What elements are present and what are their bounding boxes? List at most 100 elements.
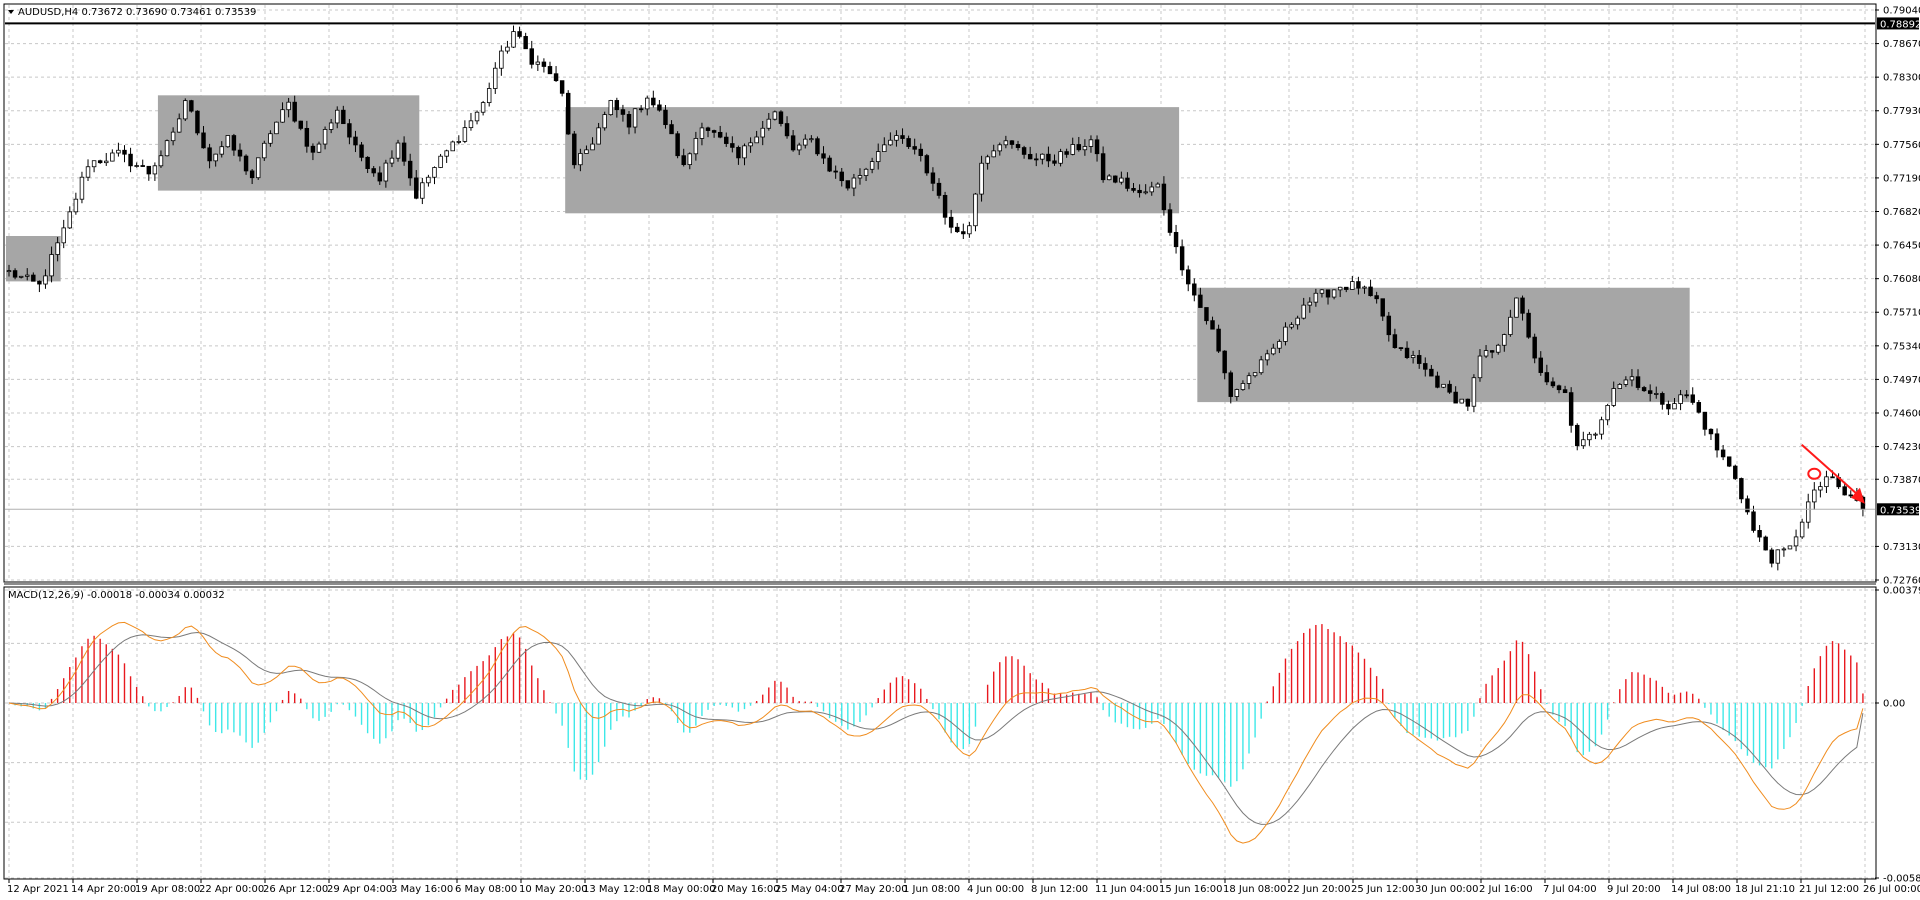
candle-body xyxy=(529,48,534,65)
candle-body xyxy=(1787,545,1793,550)
candle-body xyxy=(1471,377,1477,407)
x-tick-label: 12 Apr 2021 xyxy=(7,884,69,895)
candle-body xyxy=(189,100,194,112)
candle-body xyxy=(809,138,814,141)
candle-body xyxy=(438,155,443,168)
candle-body xyxy=(6,270,12,273)
candle-body xyxy=(1356,281,1361,289)
candle-body xyxy=(1240,383,1246,390)
candle-body xyxy=(845,180,851,189)
candle-body xyxy=(869,161,875,170)
candle-body xyxy=(414,177,419,199)
candle-body xyxy=(462,127,468,142)
candle-body xyxy=(815,138,820,155)
candle-body xyxy=(547,66,553,75)
candle-body xyxy=(1106,175,1112,181)
symbol-dropdown-icon[interactable] xyxy=(8,10,14,14)
candle-body xyxy=(1769,549,1774,564)
candle-body xyxy=(1465,398,1471,407)
candle-body xyxy=(1423,363,1428,370)
candle-body xyxy=(584,149,589,154)
x-tick-label: 4 Jun 00:00 xyxy=(967,884,1024,895)
candle-body xyxy=(104,160,109,164)
candle-body xyxy=(1362,286,1367,289)
candle-body xyxy=(1265,353,1270,361)
candle-body xyxy=(49,254,54,277)
candle-body xyxy=(280,109,285,123)
candle-body xyxy=(1003,140,1009,146)
signal-line xyxy=(8,631,1864,825)
candle-body xyxy=(1113,175,1118,183)
candle-body xyxy=(1344,286,1349,290)
candle-body xyxy=(140,165,145,167)
candle-body xyxy=(298,120,303,129)
x-tick-label: 11 Jun 04:00 xyxy=(1095,884,1159,895)
candle-body xyxy=(1179,246,1185,271)
candle-body xyxy=(1684,394,1689,397)
candle-body xyxy=(170,131,176,142)
candle-body xyxy=(565,92,571,135)
candle-body xyxy=(1076,144,1082,151)
candle-body xyxy=(772,111,778,120)
x-tick-label: 3 May 16:00 xyxy=(391,884,453,895)
candle-body xyxy=(1733,465,1738,479)
candle-body xyxy=(207,147,212,162)
candle-body xyxy=(1009,140,1015,145)
candle-body xyxy=(882,144,887,153)
candle-body xyxy=(693,138,699,155)
candle-body xyxy=(730,143,735,148)
candle-body xyxy=(900,135,905,139)
candle-body xyxy=(152,165,158,175)
candle-body xyxy=(1088,139,1094,147)
candle-body xyxy=(535,61,541,65)
candle-body xyxy=(1599,419,1604,435)
candle-body xyxy=(894,135,899,141)
candle-body xyxy=(1307,301,1313,306)
candle-body xyxy=(1818,486,1823,491)
candle-body xyxy=(183,100,188,120)
candle-body xyxy=(1605,405,1610,421)
candle-body xyxy=(328,122,334,130)
candle-body xyxy=(1830,476,1835,479)
candle-body xyxy=(626,113,632,128)
candle-body xyxy=(310,145,316,153)
candle-body xyxy=(863,168,869,176)
candle-body xyxy=(1660,393,1665,405)
candle-body xyxy=(31,274,36,282)
candle-body xyxy=(474,111,480,122)
candle-body xyxy=(1696,402,1702,413)
x-tick-label: 25 May 04:00 xyxy=(775,884,844,895)
resistance-price-label: 0.78892 xyxy=(1880,19,1920,30)
candle-body xyxy=(711,130,717,133)
candle-body xyxy=(961,231,966,235)
candle-body xyxy=(1708,428,1714,435)
candle-body xyxy=(146,165,152,175)
candle-body xyxy=(1374,295,1379,300)
candle-body xyxy=(1441,383,1446,388)
candle-body xyxy=(924,155,930,174)
candle-body xyxy=(341,109,346,125)
candle-body xyxy=(1155,183,1161,188)
candle-body xyxy=(268,133,273,144)
candle-body xyxy=(1793,536,1799,547)
current-price-tag xyxy=(1877,503,1919,516)
candle-body xyxy=(1046,153,1051,162)
candle-body xyxy=(407,160,413,179)
current-price-label: 0.73539 xyxy=(1880,505,1920,516)
candle-body xyxy=(559,80,565,94)
candle-body xyxy=(651,97,656,106)
x-tick-label: 14 Apr 20:00 xyxy=(71,884,136,895)
candle-body xyxy=(322,129,328,145)
candle-body xyxy=(176,118,182,133)
x-tick-label: 14 Jul 08:00 xyxy=(1671,884,1731,895)
